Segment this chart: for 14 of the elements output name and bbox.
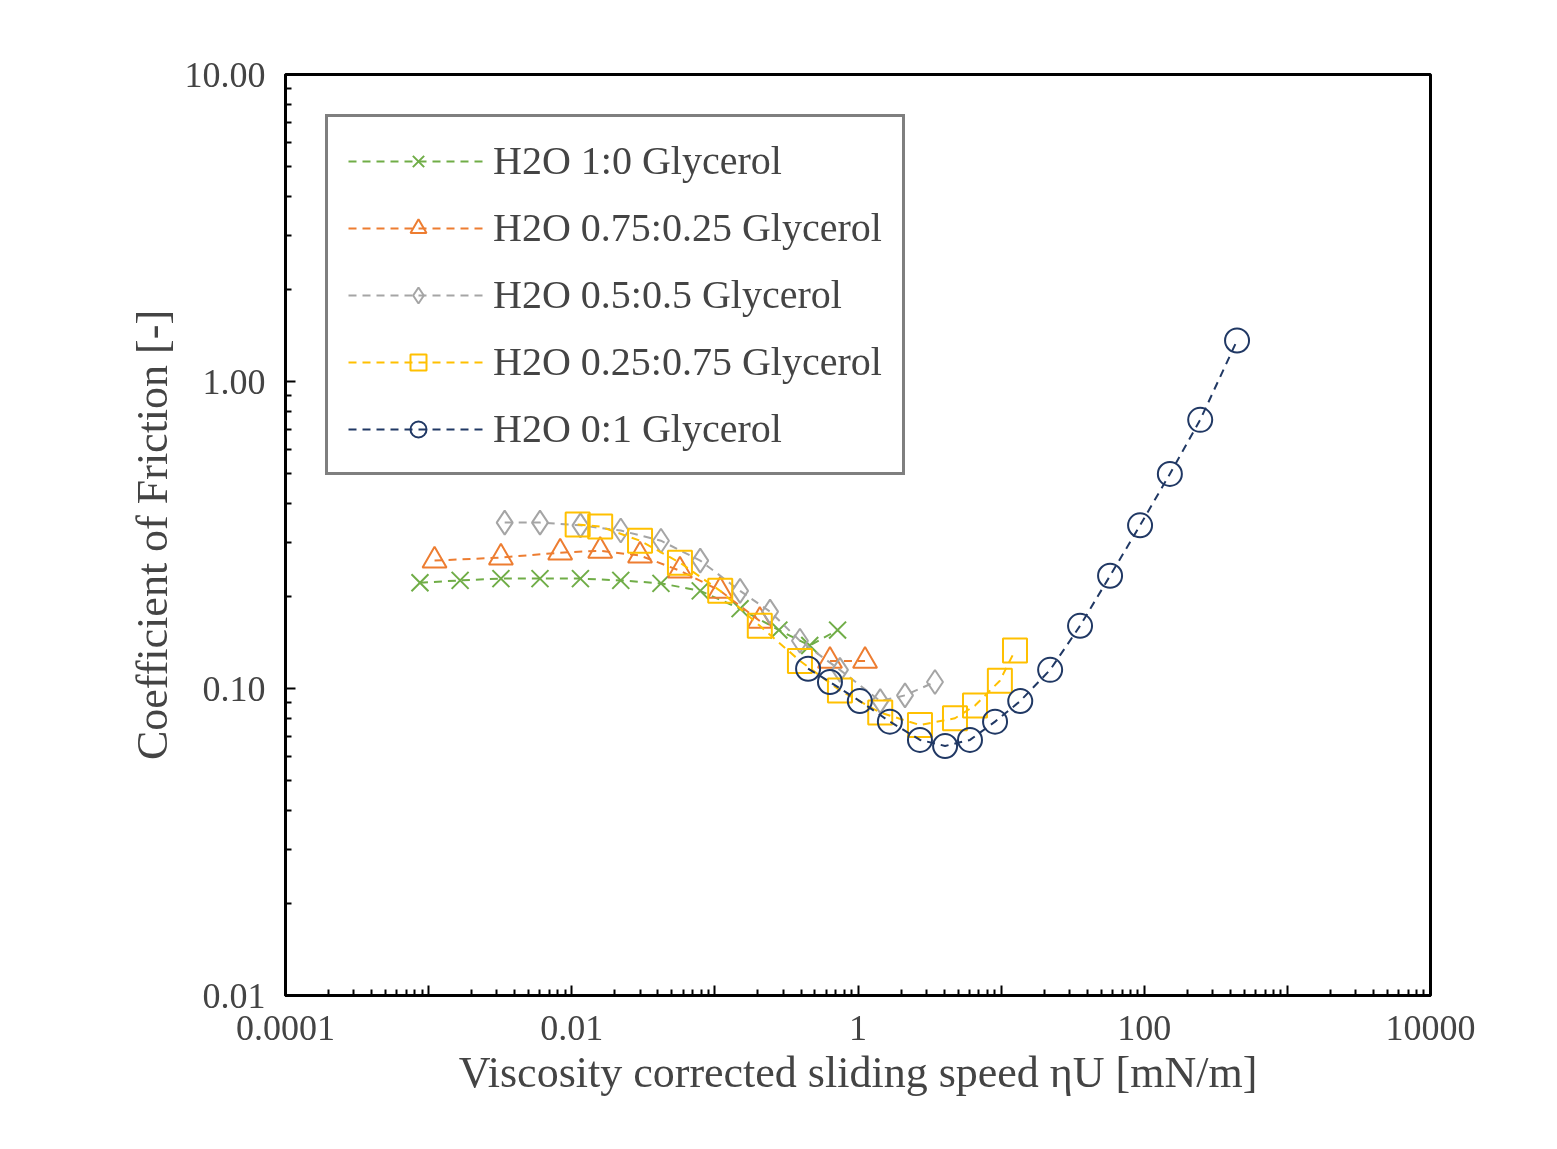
x-axis-title: Viscosity corrected sliding speed ηU [mN/m]: [458, 1047, 1258, 1097]
y-tick-label: 1.00: [202, 361, 266, 402]
legend-label: H2O 1:0 Glycerol: [493, 137, 782, 184]
x-tick-label: 0.01: [540, 1007, 604, 1048]
x-tick-label: 10000: [1385, 1007, 1476, 1048]
y-tick-label: 0.10: [202, 668, 266, 709]
legend-label: H2O 0.25:0.75 Glycerol: [493, 338, 882, 385]
x-tick-label: 100: [1117, 1007, 1172, 1048]
legend-label: H2O 0.75:0.25 Glycerol: [493, 204, 882, 251]
x-tick-label: 1: [849, 1007, 867, 1048]
y-axis-title: Coefficient of Friction [-]: [127, 309, 177, 761]
legend-label: H2O 0.5:0.5 Glycerol: [493, 271, 842, 318]
y-tick-label: 10.00: [184, 54, 266, 95]
legend-label: H2O 0:1 Glycerol: [493, 405, 782, 452]
